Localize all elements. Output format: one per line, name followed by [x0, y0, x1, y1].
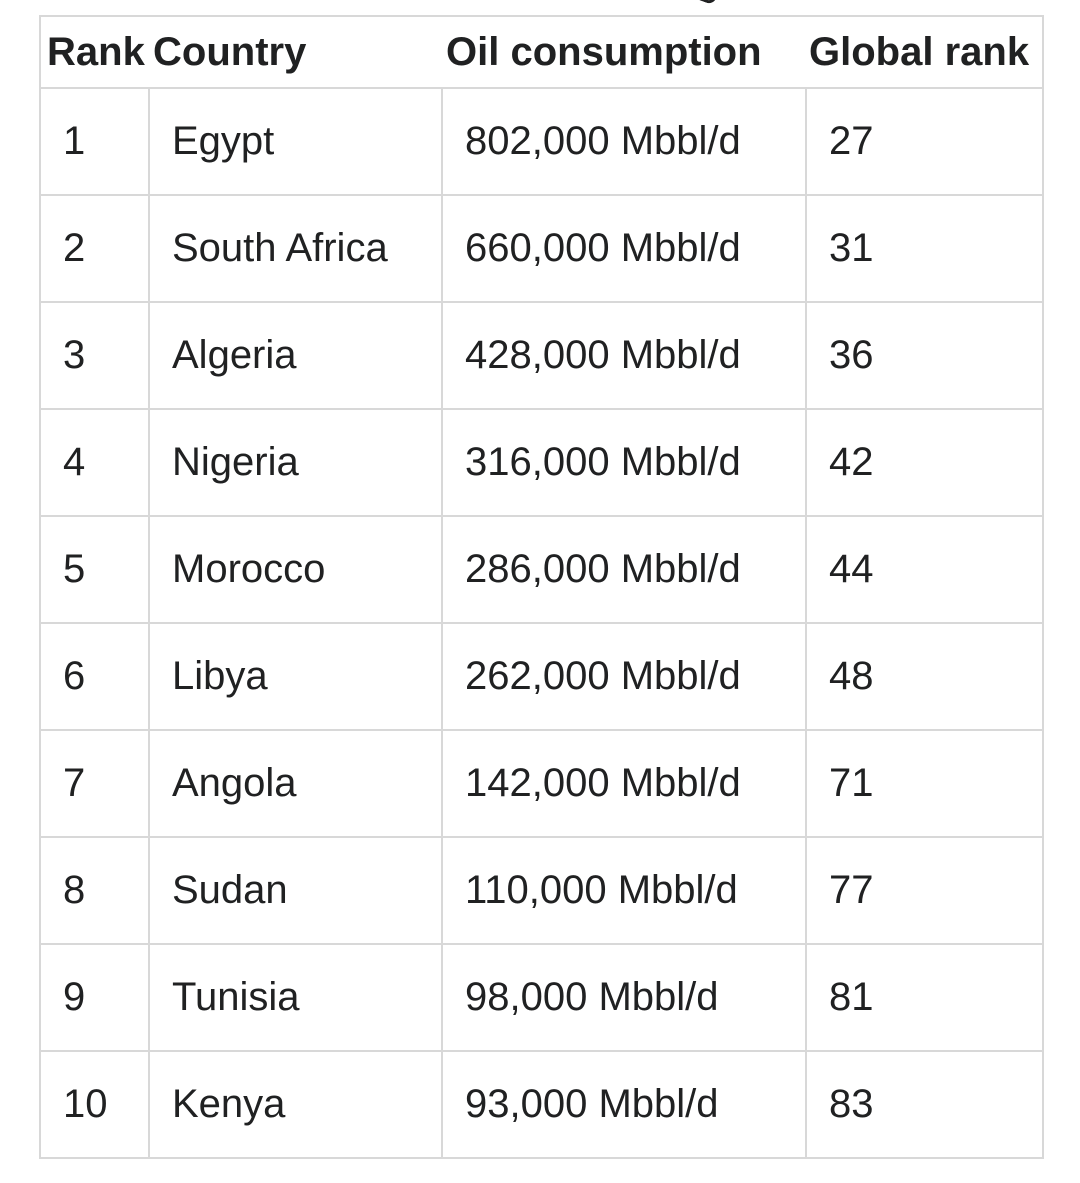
cell-rank: 6	[39, 622, 150, 731]
cell-oil-consumption: 142,000 Mbbl/d	[441, 729, 807, 838]
cell-country: Nigeria	[148, 408, 443, 517]
cell-country: Sudan	[148, 836, 443, 945]
cell-rank: 9	[39, 943, 150, 1052]
cell-oil-consumption: 428,000 Mbbl/d	[441, 301, 807, 410]
cell-oil-consumption: 660,000 Mbbl/d	[441, 194, 807, 303]
cell-rank: 2	[39, 194, 150, 303]
cell-oil-consumption: 98,000 Mbbl/d	[441, 943, 807, 1052]
table-row: 8 Sudan 110,000 Mbbl/d 77	[39, 836, 1044, 945]
cell-global-rank: 31	[805, 194, 1044, 303]
table-row: 10 Kenya 93,000 Mbbl/d 83	[39, 1050, 1044, 1159]
header-global-rank: Global rank	[806, 15, 1044, 89]
cell-country: Morocco	[148, 515, 443, 624]
cell-country: South Africa	[148, 194, 443, 303]
cell-global-rank: 36	[805, 301, 1044, 410]
cropped-caption-fragment	[690, 0, 730, 4]
cell-rank: 7	[39, 729, 150, 838]
cell-global-rank: 71	[805, 729, 1044, 838]
header-oil-consumption: Oil consumption	[442, 15, 806, 89]
table-row: 1 Egypt 802,000 Mbbl/d 27	[39, 87, 1044, 196]
cell-global-rank: 27	[805, 87, 1044, 196]
cell-rank: 10	[39, 1050, 150, 1159]
table-row: 4 Nigeria 316,000 Mbbl/d 42	[39, 408, 1044, 517]
cell-global-rank: 83	[805, 1050, 1044, 1159]
table-body: 1 Egypt 802,000 Mbbl/d 27 2 South Africa 660,0…	[39, 87, 1044, 1159]
cell-country: Angola	[148, 729, 443, 838]
cell-country: Libya	[148, 622, 443, 731]
cell-oil-consumption: 802,000 Mbbl/d	[441, 87, 807, 196]
cell-rank: 8	[39, 836, 150, 945]
cell-rank: 5	[39, 515, 150, 624]
cell-oil-consumption: 93,000 Mbbl/d	[441, 1050, 807, 1159]
table-row: 5 Morocco 286,000 Mbbl/d 44	[39, 515, 1044, 624]
header-rank: Rank	[39, 15, 149, 89]
cell-rank: 3	[39, 301, 150, 410]
cell-global-rank: 48	[805, 622, 1044, 731]
table-row: 9 Tunisia 98,000 Mbbl/d 81	[39, 943, 1044, 1052]
cell-oil-consumption: 316,000 Mbbl/d	[441, 408, 807, 517]
header-country: Country	[149, 15, 442, 89]
cell-global-rank: 44	[805, 515, 1044, 624]
cell-global-rank: 42	[805, 408, 1044, 517]
cell-global-rank: 81	[805, 943, 1044, 1052]
cell-rank: 1	[39, 87, 150, 196]
oil-consumption-table: Rank Country Oil consumption Global rank…	[39, 15, 1044, 1159]
cell-oil-consumption: 286,000 Mbbl/d	[441, 515, 807, 624]
cell-country: Kenya	[148, 1050, 443, 1159]
cell-country: Tunisia	[148, 943, 443, 1052]
table-row: 3 Algeria 428,000 Mbbl/d 36	[39, 301, 1044, 410]
header-row: Rank Country Oil consumption Global rank	[39, 15, 1044, 89]
cell-oil-consumption: 110,000 Mbbl/d	[441, 836, 807, 945]
cell-rank: 4	[39, 408, 150, 517]
cell-global-rank: 77	[805, 836, 1044, 945]
table-row: 7 Angola 142,000 Mbbl/d 71	[39, 729, 1044, 838]
cell-country: Algeria	[148, 301, 443, 410]
table-row: 2 South Africa 660,000 Mbbl/d 31	[39, 194, 1044, 303]
cell-oil-consumption: 262,000 Mbbl/d	[441, 622, 807, 731]
table-row: 6 Libya 262,000 Mbbl/d 48	[39, 622, 1044, 731]
cell-country: Egypt	[148, 87, 443, 196]
table-header: Rank Country Oil consumption Global rank	[39, 15, 1044, 89]
